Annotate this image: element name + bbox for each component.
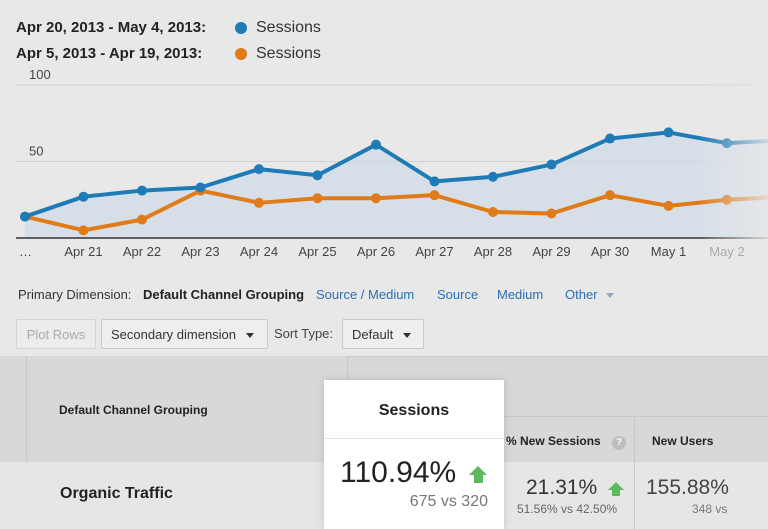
data-point-current [546, 159, 557, 170]
secondary-dimension-dropdown[interactable]: Secondary dimension [101, 319, 268, 349]
series-line-current [24, 130, 768, 219]
dimension-medium[interactable]: Medium [497, 287, 544, 302]
column-header-new-users[interactable]: New Users [652, 434, 714, 448]
data-point-previous [371, 193, 381, 204]
new-sessions-change: 21.31% [526, 476, 598, 499]
data-point-previous [254, 197, 264, 208]
dimension-other-label: Other [565, 287, 598, 302]
sessions-header-divider [324, 438, 504, 439]
data-point-previous [605, 190, 615, 201]
data-point-current [78, 191, 89, 202]
new-users-compare: 348 vs [692, 502, 728, 516]
column-header-default-channel-grouping[interactable]: Default Channel Grouping [59, 403, 208, 417]
up-arrow-icon [608, 482, 624, 496]
x-tick-label: Apr 23 [181, 244, 219, 259]
data-point-previous [488, 206, 498, 217]
x-tick-label: Apr 29 [532, 244, 570, 259]
column-divider [26, 356, 27, 462]
data-point-current [488, 171, 498, 182]
data-point-current [371, 139, 381, 150]
y-tick-label: 100 [29, 67, 51, 82]
sort-type-value: Default [352, 327, 394, 342]
data-point-previous [78, 225, 89, 236]
chart-fade-overlay [700, 70, 768, 270]
x-tick-label: … [19, 244, 32, 259]
row-name-organic-traffic[interactable]: Organic Traffic [60, 485, 173, 502]
chevron-down-icon [606, 293, 615, 299]
plot-rows-label: Plot Rows [26, 327, 86, 342]
header-sub-line [504, 416, 768, 417]
data-point-previous [663, 200, 674, 211]
sessions-change: 110.94% [340, 456, 457, 489]
dimension-source-medium[interactable]: Source / Medium [316, 287, 415, 302]
new-sessions-header-label: % New Sessions [506, 434, 601, 448]
x-tick-label: Apr 24 [240, 244, 278, 259]
legend-range-previous: Apr 5, 2013 - Apr 19, 2013: [16, 45, 203, 62]
data-point-previous [546, 208, 557, 219]
dimension-source[interactable]: Source [437, 287, 479, 302]
data-point-current [20, 211, 30, 222]
up-arrow-icon [469, 466, 488, 483]
data-point-previous [137, 214, 147, 225]
data-point-current [605, 133, 615, 144]
series-line-previous [24, 188, 768, 233]
legend-series-previous: Sessions [256, 45, 321, 62]
new-sessions-compare: 51.56% vs 42.50% [517, 502, 618, 516]
secondary-dimension-label: Secondary dimension [111, 327, 237, 342]
y-tick-label: 50 [29, 144, 43, 159]
x-tick-label: Apr 26 [357, 244, 395, 259]
sessions-column-highlight: Sessions 110.94% 675 vs 320 [324, 380, 504, 529]
x-tick-label: Apr 27 [415, 244, 453, 259]
sessions-line-chart[interactable]: 100 50 … Apr 21 Apr 22 Apr 23 Apr 24 Apr 25 Apr … [0, 0, 768, 275]
column-divider [347, 356, 348, 380]
data-point-current [429, 176, 440, 187]
sessions-compare: 675 vs 320 [409, 493, 488, 510]
legend-row-current: Apr 20, 2013 - May 4, 2013: Sessions [16, 19, 346, 39]
data-point-current [137, 185, 147, 196]
legend-row-previous: Apr 5, 2013 - Apr 19, 2013: Sessions [16, 45, 346, 65]
header-top-band [347, 356, 768, 357]
column-divider [634, 416, 635, 529]
x-tick-label: Apr 25 [298, 244, 336, 259]
column-header-sessions[interactable]: Sessions [378, 402, 450, 419]
x-tick-label: May 1 [651, 244, 686, 259]
dimension-other-dropdown[interactable]: Other [565, 287, 615, 302]
x-tick-label: Apr 30 [591, 244, 629, 259]
chevron-down-icon [246, 333, 255, 339]
legend-range-current: Apr 20, 2013 - May 4, 2013: [16, 19, 207, 36]
data-point-current [254, 164, 264, 175]
help-icon[interactable]: ? [612, 436, 627, 450]
data-point-previous [312, 193, 323, 204]
x-tick-label: Apr 22 [123, 244, 161, 259]
legend-dot-blue [235, 22, 247, 34]
new-users-change: 155.88% [646, 476, 729, 499]
data-point-current [663, 127, 674, 138]
x-tick-label: Apr 28 [474, 244, 512, 259]
data-point-current [195, 182, 206, 193]
x-tick-label: May 2 [709, 244, 744, 259]
data-point-current [312, 170, 323, 181]
sort-type-dropdown[interactable]: Default [342, 319, 424, 349]
legend-dot-orange [235, 48, 247, 60]
x-tick-label: Apr 21 [64, 244, 102, 259]
primary-dimension-label: Primary Dimension: [18, 287, 132, 302]
legend-series-current: Sessions [256, 19, 321, 36]
sessions-area-fill [25, 132, 768, 238]
sort-type-label: Sort Type: [274, 326, 334, 341]
plot-rows-button[interactable]: Plot Rows [16, 319, 96, 349]
dimension-default-channel-grouping[interactable]: Default Channel Grouping [143, 287, 305, 302]
chevron-down-icon [403, 333, 412, 339]
data-point-previous [429, 190, 440, 201]
column-header-new-sessions[interactable]: % New Sessions ? [506, 434, 627, 450]
